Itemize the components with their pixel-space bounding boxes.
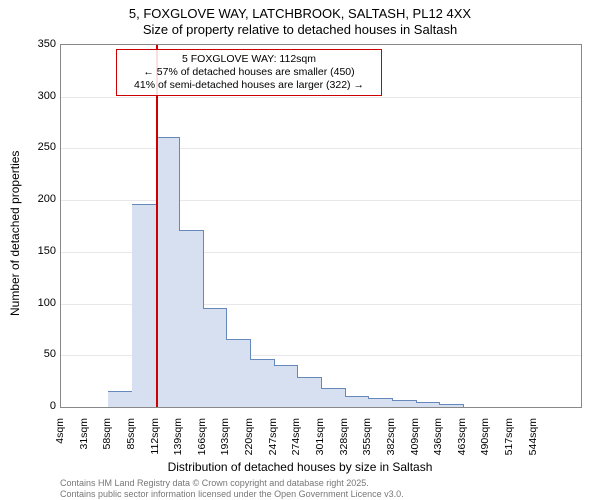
xtick-label: 355sqm — [361, 418, 373, 468]
xtick-label: 139sqm — [172, 418, 184, 468]
histogram-bar — [439, 404, 464, 407]
histogram-bar — [392, 400, 417, 407]
xtick-label: 517sqm — [503, 418, 515, 468]
histogram-bar — [203, 308, 228, 407]
ytick-label: 250 — [38, 141, 56, 153]
annotation-line: ← 57% of detached houses are smaller (45… — [123, 66, 375, 79]
xtick-label: 301sqm — [314, 418, 326, 468]
xtick-label: 112sqm — [149, 418, 161, 468]
annotation-line: 5 FOXGLOVE WAY: 112sqm — [123, 53, 375, 66]
histogram-bar — [416, 402, 441, 407]
histogram-bar — [250, 359, 275, 407]
xtick-label: 58sqm — [101, 418, 113, 468]
xtick-label: 328sqm — [338, 418, 350, 468]
histogram-bar — [345, 396, 370, 407]
gridline-h — [61, 200, 581, 201]
xtick-label: 193sqm — [219, 418, 231, 468]
histogram-bar — [226, 339, 251, 407]
gridline-h — [61, 97, 581, 98]
histogram-bar — [297, 377, 322, 407]
ytick-label: 0 — [50, 400, 56, 412]
footer-line2: Contains public sector information licen… — [60, 489, 404, 500]
chart-title-line2: Size of property relative to detached ho… — [0, 22, 600, 37]
plot-area: 5 FOXGLOVE WAY: 112sqm← 57% of detached … — [60, 44, 582, 408]
xtick-label: 544sqm — [527, 418, 539, 468]
footer-line1: Contains HM Land Registry data © Crown c… — [60, 478, 404, 489]
xtick-label: 31sqm — [78, 418, 90, 468]
ytick-label: 150 — [38, 245, 56, 257]
reference-vline — [156, 45, 158, 407]
histogram-bar — [368, 398, 393, 407]
xtick-label: 247sqm — [267, 418, 279, 468]
annotation-box: 5 FOXGLOVE WAY: 112sqm← 57% of detached … — [116, 49, 382, 96]
xtick-label: 166sqm — [196, 418, 208, 468]
xtick-label: 382sqm — [385, 418, 397, 468]
ytick-label: 200 — [38, 193, 56, 205]
xtick-label: 220sqm — [243, 418, 255, 468]
xtick-label: 409sqm — [409, 418, 421, 468]
gridline-h — [61, 148, 581, 149]
ytick-label: 350 — [38, 38, 56, 50]
xtick-label: 4sqm — [54, 418, 66, 468]
histogram-bar — [156, 137, 181, 407]
histogram-bar — [179, 230, 204, 407]
chart-container: 5, FOXGLOVE WAY, LATCHBROOK, SALTASH, PL… — [0, 0, 600, 500]
ytick-label: 300 — [38, 90, 56, 102]
histogram-bar — [321, 388, 346, 407]
xtick-label: 463sqm — [456, 418, 468, 468]
ytick-label: 50 — [44, 348, 56, 360]
xtick-label: 436sqm — [432, 418, 444, 468]
xtick-label: 274sqm — [290, 418, 302, 468]
histogram-bar — [108, 391, 133, 408]
footer-attribution: Contains HM Land Registry data © Crown c… — [60, 478, 404, 500]
histogram-bar — [132, 204, 157, 407]
y-axis-label: Number of detached properties — [8, 150, 22, 315]
annotation-line: 41% of semi-detached houses are larger (… — [123, 79, 375, 92]
chart-title-line1: 5, FOXGLOVE WAY, LATCHBROOK, SALTASH, PL… — [0, 6, 600, 21]
xtick-label: 85sqm — [125, 418, 137, 468]
histogram-bar — [274, 365, 299, 407]
ytick-label: 100 — [38, 297, 56, 309]
xtick-label: 490sqm — [479, 418, 491, 468]
